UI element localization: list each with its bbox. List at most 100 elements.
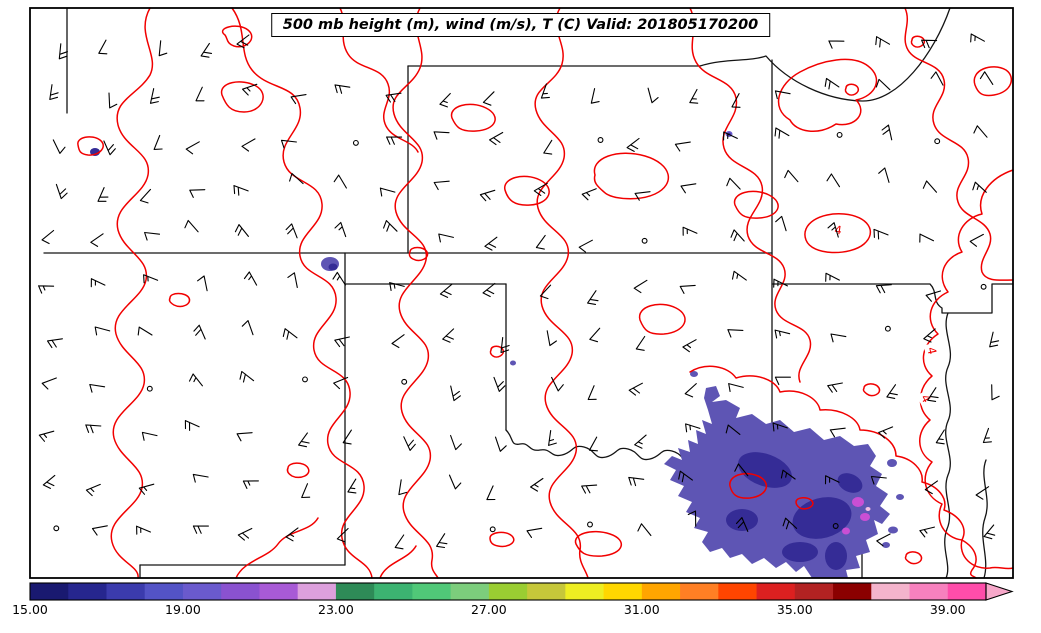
wind-barb-icon xyxy=(730,229,745,242)
wind-barb-icon xyxy=(731,270,747,281)
colorbar-segment xyxy=(335,583,375,600)
wind-barb-icon xyxy=(588,436,598,452)
wind-barb-icon xyxy=(774,329,791,339)
wind-barb-icon xyxy=(975,486,990,500)
wind-barb-icon xyxy=(385,92,402,103)
state-border-line xyxy=(771,283,1014,314)
river-border-line xyxy=(699,7,951,102)
precip-speck xyxy=(887,459,897,467)
wind-barb-icon xyxy=(479,189,496,202)
wind-barb-icon xyxy=(433,131,450,140)
wind-barb-icon xyxy=(774,90,791,100)
wind-barb-icon xyxy=(626,137,640,152)
wind-barb-icon xyxy=(233,185,249,196)
colorbar-segment xyxy=(794,583,834,600)
wind-barb-icon xyxy=(144,231,161,241)
colorbar-segment xyxy=(565,583,604,600)
wind-barb-icon xyxy=(136,525,151,535)
wind-barb-icon xyxy=(243,271,258,286)
wind-barb-icon xyxy=(775,215,787,232)
temp-contour xyxy=(489,531,515,548)
temp-contour xyxy=(168,292,191,308)
wind-barb-icon xyxy=(484,236,498,251)
colorbar-segment xyxy=(182,583,222,600)
wind-barb-icon xyxy=(543,139,553,155)
temp-contour xyxy=(795,497,814,510)
wind-barb-icon xyxy=(287,272,298,289)
wind-barb-icon xyxy=(289,172,304,185)
wind-barb-icon xyxy=(41,377,57,390)
colorbar-segment xyxy=(527,583,566,600)
wind-barb-icon xyxy=(332,271,346,286)
calm-wind-icon xyxy=(884,325,891,332)
wind-barb-icon xyxy=(546,330,557,347)
wind-barb-icon xyxy=(398,479,408,496)
wind-barb-icon xyxy=(58,43,68,60)
wind-barb-icon xyxy=(242,480,259,489)
wind-barb-icon xyxy=(589,327,601,343)
wind-barb-icon xyxy=(982,427,992,444)
precip-max-spot xyxy=(860,513,870,521)
wind-barb-icon xyxy=(49,84,59,101)
colorbar-segment xyxy=(641,583,681,600)
wind-barb-icon xyxy=(731,93,741,108)
contour-label-bg xyxy=(923,342,941,359)
precip-core xyxy=(825,542,847,570)
wind-barb-icon xyxy=(138,483,155,495)
precip-core xyxy=(738,452,792,488)
wind-barb-icon xyxy=(236,432,253,442)
wind-barb-icon xyxy=(687,510,697,527)
colorbar-segment xyxy=(947,583,987,600)
wind-barb-icon xyxy=(930,71,944,86)
wind-barb-icon xyxy=(991,384,1000,401)
calm-wind-icon xyxy=(934,138,941,145)
wind-barb-icon xyxy=(394,534,405,550)
temp-contour xyxy=(904,7,1014,281)
wind-barb-icon xyxy=(828,40,845,49)
wind-barb-icon xyxy=(282,328,298,340)
wind-barb-icon xyxy=(386,136,403,145)
colorbar-segment xyxy=(412,583,452,600)
colorbar-segment xyxy=(30,583,69,600)
wind-barb-icon xyxy=(551,376,564,392)
wind-barb-icon xyxy=(98,39,108,55)
wind-barb-icon xyxy=(682,339,697,353)
wind-barb-icon xyxy=(153,134,163,150)
wind-barb-icon xyxy=(379,187,396,197)
colorbar xyxy=(29,582,1014,601)
wind-barb-icon xyxy=(188,373,203,387)
colorbar-segment xyxy=(680,583,719,600)
colorbar-segment xyxy=(374,583,413,600)
wind-barb-icon xyxy=(236,34,250,49)
wind-barb-icon xyxy=(634,191,651,201)
wind-barb-icon xyxy=(921,39,938,49)
wind-barb-icon xyxy=(826,173,841,188)
wind-barb-icon xyxy=(195,86,205,102)
wind-barb-icon xyxy=(726,177,741,190)
wind-barb-icon xyxy=(85,424,102,434)
temp-contour xyxy=(777,58,878,132)
wind-barb-icon xyxy=(200,42,213,58)
wind-barb-icon xyxy=(489,131,504,146)
wind-barb-icon xyxy=(241,320,254,336)
wind-barb-icon xyxy=(193,324,206,340)
wind-barb-icon xyxy=(678,470,693,483)
calm-wind-icon xyxy=(587,521,593,528)
precip-max-spot xyxy=(865,507,871,511)
precip-max-spot xyxy=(842,527,850,535)
precip-speck xyxy=(328,263,338,271)
wind-barb-icon xyxy=(285,223,298,239)
wind-barb-icon xyxy=(919,233,935,243)
wind-barb-icon xyxy=(184,219,199,233)
wind-barb-icon xyxy=(540,83,550,99)
wind-barb-icon xyxy=(682,226,698,236)
temp-contour xyxy=(904,551,923,565)
wind-barb-icon xyxy=(873,228,889,240)
wind-barb-icon xyxy=(439,92,451,108)
wind-barb-icon xyxy=(735,517,749,532)
wind-barb-icon xyxy=(587,290,599,305)
wind-barb-icon xyxy=(334,84,351,94)
wind-barb-icon xyxy=(825,272,840,282)
wind-barb-icon xyxy=(139,188,152,204)
wind-barb-icon xyxy=(829,427,846,438)
